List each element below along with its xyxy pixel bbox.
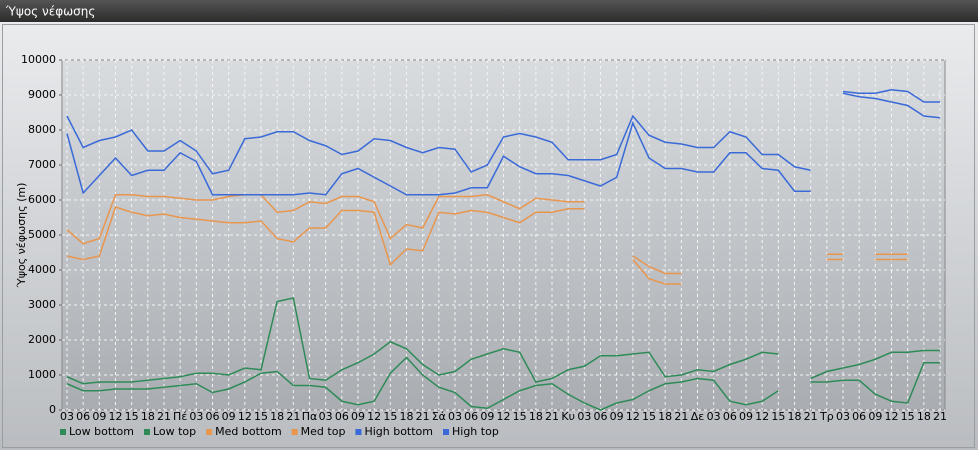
- y-tick-label: 3000: [28, 298, 56, 311]
- series-line: [66, 193, 908, 275]
- x-tick-label: 06: [852, 410, 866, 423]
- x-tick-label: Πέ: [173, 410, 187, 423]
- x-tick-label: 21: [804, 410, 818, 423]
- legend-label: Low bottom: [69, 425, 134, 438]
- window-title: Ύψος νέφωσης: [5, 5, 95, 19]
- x-tick-label: Πα: [302, 410, 318, 423]
- x-tick-label: 03: [189, 410, 203, 423]
- series-line: [66, 356, 940, 411]
- series-line: [66, 88, 940, 175]
- legend-label: Low top: [153, 425, 196, 438]
- x-tick-label: 09: [92, 410, 106, 423]
- x-tick-label: 06: [723, 410, 737, 423]
- legend-label: Med top: [301, 425, 346, 438]
- x-tick-label: 09: [480, 410, 494, 423]
- x-tick-label: 21: [286, 410, 300, 423]
- legend-label: Med bottom: [215, 425, 282, 438]
- x-tick-label: 03: [836, 410, 850, 423]
- legend-label: High top: [452, 425, 499, 438]
- x-tick-label: 15: [254, 410, 268, 423]
- x-tick-label: 18: [529, 410, 543, 423]
- y-tick-label: 9000: [28, 88, 56, 101]
- x-tick-label: 15: [901, 410, 915, 423]
- x-tick-label: 03: [319, 410, 333, 423]
- legend-item: High top: [443, 425, 499, 438]
- y-tick-label: 7000: [28, 158, 56, 171]
- x-tick-label: 15: [771, 410, 785, 423]
- panel-border: [2, 24, 975, 448]
- x-tick-label: Δε: [691, 410, 705, 423]
- legend-swatch: [206, 429, 213, 435]
- x-tick-label: Τρ: [819, 410, 834, 423]
- x-tick-label: 06: [335, 410, 349, 423]
- y-tick-label: 1000: [28, 368, 56, 381]
- x-tick-label: 12: [238, 410, 252, 423]
- y-axis-label: Ύψος νέφωσης (m): [15, 183, 28, 289]
- series-line: [66, 297, 940, 385]
- legend-item: Med top: [291, 425, 346, 438]
- x-tick-label: 06: [76, 410, 90, 423]
- x-tick-label: 21: [674, 410, 688, 423]
- series-line: [66, 92, 941, 196]
- y-tick-label: 0: [49, 403, 56, 416]
- x-tick-label: 18: [917, 410, 931, 423]
- x-tick-label: 15: [642, 410, 656, 423]
- x-tick-label: 09: [739, 410, 753, 423]
- x-tick-label: 21: [933, 410, 947, 423]
- x-tick-label: 03: [448, 410, 462, 423]
- x-tick-label: 18: [270, 410, 284, 423]
- x-tick-label: 12: [885, 410, 899, 423]
- x-tick-label: 03: [60, 410, 74, 423]
- x-tick-label: 06: [206, 410, 220, 423]
- x-tick-label: 03: [577, 410, 591, 423]
- x-tick-label: 12: [626, 410, 640, 423]
- x-tick-label: 09: [222, 410, 236, 423]
- y-tick-label: 4000: [28, 263, 56, 276]
- x-tick-label: 21: [416, 410, 430, 423]
- y-tick-label: 2000: [28, 333, 56, 346]
- x-tick-label: 15: [513, 410, 527, 423]
- x-tick-label: 12: [109, 410, 123, 423]
- x-tick-label: 09: [868, 410, 882, 423]
- x-tick-label: 09: [610, 410, 624, 423]
- x-tick-label: Σά: [432, 410, 446, 423]
- x-tick-label: 12: [755, 410, 769, 423]
- legend-swatch: [60, 429, 66, 435]
- x-tick-label: 18: [400, 410, 414, 423]
- legend-item: Low top: [143, 425, 196, 438]
- title-bar: [0, 0, 978, 22]
- y-tick-label: 10000: [21, 53, 56, 66]
- x-tick-label: 06: [464, 410, 478, 423]
- x-tick-label: Κυ: [561, 410, 575, 423]
- y-tick-label: 5000: [28, 228, 56, 241]
- x-tick-label: 12: [497, 410, 511, 423]
- legend-item: High bottom: [355, 425, 433, 438]
- x-tick-label: 06: [594, 410, 608, 423]
- x-tick-label: 09: [351, 410, 365, 423]
- legend-swatch: [355, 429, 362, 435]
- legend-swatch: [443, 429, 449, 435]
- legend-item: Low bottom: [60, 425, 134, 438]
- x-tick-label: 15: [383, 410, 397, 423]
- series-line: [66, 206, 908, 285]
- x-tick-label: 15: [125, 410, 139, 423]
- x-tick-label: 21: [157, 410, 171, 423]
- chart-layer: 0 1000 2000 3000 4000 5000 6000 7000 8000 9000 100…: [21, 53, 947, 438]
- x-tick-label: 18: [658, 410, 672, 423]
- x-tick-label: 03: [707, 410, 721, 423]
- legend-label: High bottom: [364, 425, 433, 438]
- x-tick-label: 12: [367, 410, 381, 423]
- legend-item: Med bottom: [206, 425, 282, 438]
- x-tick-label: 21: [545, 410, 559, 423]
- x-tick-label: 18: [141, 410, 155, 423]
- legend-swatch: [143, 429, 150, 435]
- y-tick-label: 6000: [28, 193, 56, 206]
- y-tick-label: 8000: [28, 123, 56, 136]
- legend-swatch: [291, 429, 298, 435]
- x-tick-label: 18: [788, 410, 802, 423]
